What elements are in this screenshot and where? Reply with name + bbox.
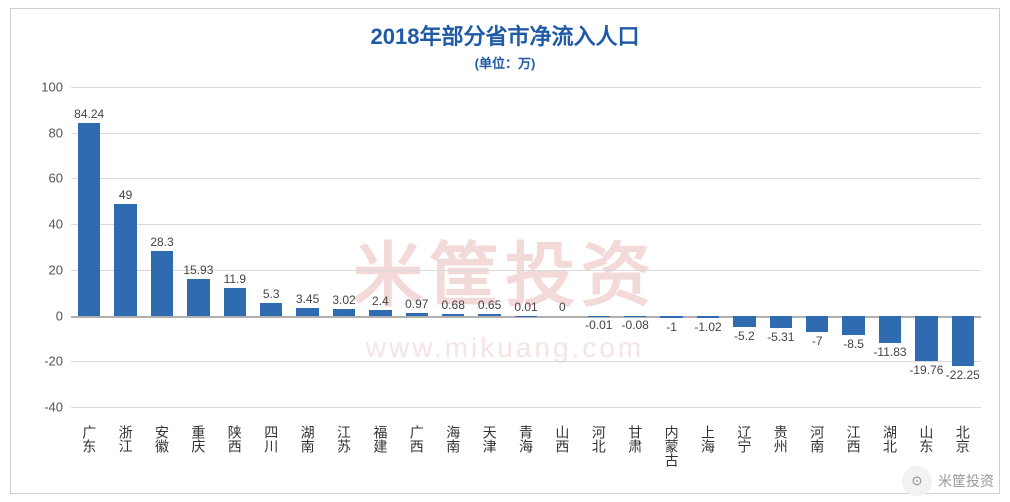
bar bbox=[806, 316, 829, 332]
bar bbox=[733, 316, 756, 328]
bar bbox=[187, 279, 210, 315]
y-tick-label: 60 bbox=[49, 171, 63, 186]
bar-value-label: 3.02 bbox=[332, 293, 355, 307]
x-category-label: 湖南 bbox=[298, 425, 318, 453]
x-category-label: 河北 bbox=[589, 425, 609, 453]
x-category-label: 广东 bbox=[79, 425, 99, 453]
chart-container: 2018年部分省市净流入人口 (单位：万) 米筐投资 www.mikuang.c… bbox=[10, 8, 1000, 494]
x-category-label: 福建 bbox=[370, 425, 390, 453]
bar-value-label: -22.25 bbox=[946, 368, 980, 382]
x-category-label: 青海 bbox=[516, 425, 536, 453]
gridline bbox=[71, 361, 981, 362]
bar-value-label: 0 bbox=[559, 300, 566, 314]
x-category-label: 山西 bbox=[552, 425, 572, 453]
bar-value-label: -1 bbox=[666, 320, 677, 334]
bar bbox=[770, 316, 793, 328]
bar bbox=[588, 316, 611, 317]
bar-value-label: -8.5 bbox=[843, 337, 864, 351]
bar-value-label: 0.68 bbox=[442, 298, 465, 312]
bar bbox=[915, 316, 938, 361]
bar-value-label: 5.3 bbox=[263, 287, 280, 301]
x-category-label: 湖北 bbox=[880, 425, 900, 453]
bar bbox=[442, 314, 465, 316]
y-tick-label: 80 bbox=[49, 125, 63, 140]
bar bbox=[224, 288, 247, 315]
x-category-label: 浙江 bbox=[116, 425, 136, 453]
x-category-label: 辽宁 bbox=[734, 425, 754, 453]
bar-value-label: -5.2 bbox=[734, 329, 755, 343]
y-tick-label: 40 bbox=[49, 217, 63, 232]
bar-value-label: -7 bbox=[812, 334, 823, 348]
gridline bbox=[71, 407, 981, 408]
bar-value-label: 0.01 bbox=[514, 300, 537, 314]
gridline bbox=[71, 133, 981, 134]
source-badge: ⊙ 米筐投资 bbox=[902, 466, 994, 496]
x-category-label: 河南 bbox=[807, 425, 827, 453]
source-icon: ⊙ bbox=[902, 466, 932, 496]
x-category-label: 山东 bbox=[916, 425, 936, 453]
bar bbox=[660, 316, 683, 318]
bar-value-label: -5.31 bbox=[767, 330, 794, 344]
bar bbox=[515, 316, 538, 317]
source-label: 米筐投资 bbox=[938, 471, 994, 491]
bar-value-label: 28.3 bbox=[150, 235, 173, 249]
bar bbox=[151, 251, 174, 316]
bar bbox=[697, 316, 720, 318]
bar bbox=[296, 308, 319, 316]
x-axis-labels: 广东浙江安徽重庆陕西四川湖南江苏福建广西海南天津青海山西河北甘肃内蒙古上海辽宁贵… bbox=[71, 425, 971, 495]
bar-value-label: -19.76 bbox=[909, 363, 943, 377]
bar bbox=[952, 316, 975, 367]
bar-value-label: 0.65 bbox=[478, 298, 501, 312]
bar-value-label: -0.01 bbox=[585, 318, 612, 332]
x-category-label: 四川 bbox=[261, 425, 281, 453]
bar bbox=[78, 123, 101, 316]
bar-value-label: -0.08 bbox=[622, 318, 649, 332]
x-category-label: 甘肃 bbox=[625, 425, 645, 453]
x-category-label: 重庆 bbox=[188, 425, 208, 453]
gridline bbox=[71, 87, 981, 88]
x-category-label: 上海 bbox=[698, 425, 718, 453]
y-tick-label: 0 bbox=[56, 308, 63, 323]
y-tick-label: -40 bbox=[44, 400, 63, 415]
bar bbox=[842, 316, 865, 335]
chart-subtitle: (单位：万) bbox=[11, 53, 999, 72]
bar-value-label: 84.24 bbox=[74, 107, 104, 121]
x-category-label: 贵州 bbox=[771, 425, 791, 453]
x-category-label: 天津 bbox=[480, 425, 500, 453]
bar bbox=[624, 316, 647, 317]
bar-value-label: 3.45 bbox=[296, 292, 319, 306]
bar bbox=[114, 204, 137, 316]
bar bbox=[260, 303, 283, 315]
bar-value-label: 15.93 bbox=[183, 263, 213, 277]
x-category-label: 江西 bbox=[844, 425, 864, 453]
gridline bbox=[71, 178, 981, 179]
gridline bbox=[71, 224, 981, 225]
bar-value-label: 11.9 bbox=[224, 272, 246, 286]
x-category-label: 北京 bbox=[953, 425, 973, 453]
x-category-label: 江苏 bbox=[334, 425, 354, 453]
x-category-label: 内蒙古 bbox=[662, 425, 682, 467]
y-tick-label: 20 bbox=[49, 262, 63, 277]
x-category-label: 陕西 bbox=[225, 425, 245, 453]
y-tick-label: -20 bbox=[44, 354, 63, 369]
x-category-label: 广西 bbox=[407, 425, 427, 453]
bar-value-label: -11.83 bbox=[873, 345, 906, 359]
bar bbox=[478, 314, 501, 315]
bar-value-label: 2.4 bbox=[372, 294, 389, 308]
bar bbox=[333, 309, 356, 316]
y-tick-label: 100 bbox=[41, 80, 63, 95]
bar bbox=[406, 313, 429, 315]
x-category-label: 海南 bbox=[443, 425, 463, 453]
bar-value-label: 0.97 bbox=[405, 297, 428, 311]
bar-value-label: -1.02 bbox=[694, 320, 721, 334]
plot-area: -40-2002040608010084.244928.315.9311.95.… bbox=[71, 87, 981, 407]
bar-value-label: 49 bbox=[119, 188, 132, 202]
bar bbox=[879, 316, 902, 343]
x-category-label: 安徽 bbox=[152, 425, 172, 453]
chart-title: 2018年部分省市净流入人口 bbox=[11, 19, 999, 51]
bar bbox=[369, 310, 392, 315]
